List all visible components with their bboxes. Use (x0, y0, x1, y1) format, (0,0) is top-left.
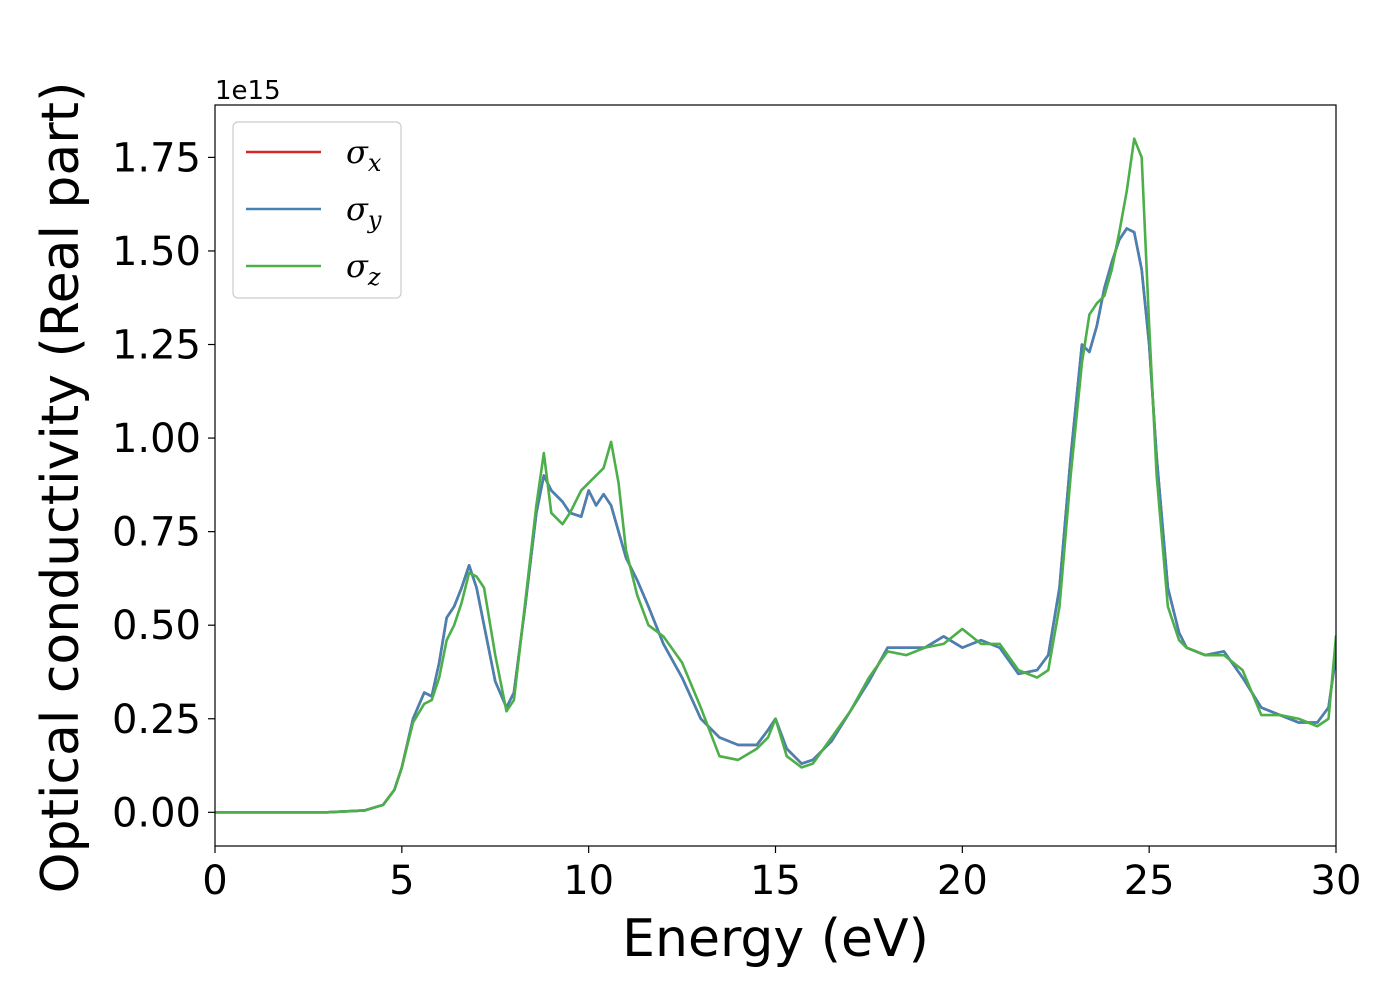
x-axis-label: Energy (eV) (622, 909, 929, 969)
y-tick-label: 0.25 (112, 697, 201, 743)
y-tick-label: 0.75 (112, 510, 201, 556)
legend-label-x: σx (346, 133, 382, 177)
y-axis-label: Optical conductivity (Real part) (31, 82, 91, 894)
x-tick-label: 25 (1124, 858, 1175, 904)
x-tick-label: 20 (937, 858, 988, 904)
series-line-x (215, 227, 1336, 814)
y-tick-label: 1.75 (112, 135, 201, 181)
series-line-y (215, 227, 1336, 814)
y-tick-label: 0.50 (112, 603, 201, 649)
legend-label-z: σz (346, 247, 381, 291)
legend-label-y: σy (346, 190, 382, 234)
y-tick-label: 1.50 (112, 229, 201, 275)
x-tick-label: 30 (1311, 858, 1362, 904)
x-tick-label: 10 (563, 858, 614, 904)
y-tick-label: 1.00 (112, 416, 201, 462)
y-tick-label: 0.00 (112, 790, 201, 836)
x-tick-label: 0 (202, 858, 227, 904)
plot-layer (215, 137, 1336, 814)
x-tick-label: 15 (750, 858, 801, 904)
axes-layer: 0 5 10 15 20 25 30 0.00 0.25 0.50 0.75 1.00 1.25 1.50… (31, 76, 1361, 969)
series-line-z (215, 137, 1336, 814)
y-offset-label: 1e15 (215, 76, 281, 106)
x-tick-label: 5 (389, 858, 414, 904)
legend: σx σy σz (232, 121, 402, 299)
y-tick-label: 1.25 (112, 323, 201, 369)
